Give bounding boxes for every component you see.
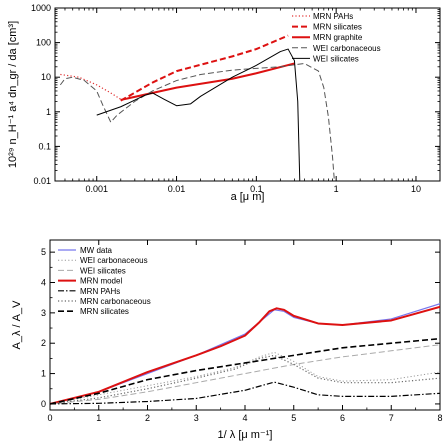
top-panel-size-distribution: 0.001 0.01 0.1 1 10 0.01 0.1 1 10 100 1000 a [μ m] 1… <box>7 3 441 203</box>
series-line-1 <box>50 351 440 405</box>
series-line-0 <box>60 73 122 100</box>
y-tick-label: 5 <box>41 247 46 257</box>
x-tick-label: 6 <box>340 413 345 423</box>
series-line-4 <box>50 381 440 405</box>
y-tick-label: 1000 <box>31 3 51 13</box>
bottom-panel-extinction-curve: 0 1 2 3 4 5 6 7 8 0 1 2 3 4 5 1/ λ [μ m⁻¹] A_λ / A_V MW d… <box>11 239 443 441</box>
y-tick-label: 4 <box>41 278 46 288</box>
legend-entry: WEI carbonaceous <box>80 256 148 265</box>
y-axis-label: 10²⁹ n_H⁻¹ a⁴ dn_gr / da [cm³] <box>7 21 19 168</box>
y-tick-label: 3 <box>41 308 46 318</box>
x-tick-label: 10 <box>411 184 421 194</box>
legend-entry: MW data <box>80 246 113 255</box>
x-tick-label: 0.001 <box>85 184 108 194</box>
x-tick-label: 5 <box>291 413 296 423</box>
legend-entry: MRN model <box>80 277 122 286</box>
y-tick-label: 0 <box>41 399 46 409</box>
series-line-2 <box>50 344 440 405</box>
legend-entry: MRN PAHs <box>80 287 120 296</box>
legend-entry: MRN carbonaceous <box>80 297 151 306</box>
series-line-4 <box>96 48 301 181</box>
legend-entry: WEI silicates <box>80 266 126 275</box>
series-line-2 <box>120 62 295 101</box>
legend-entry: MRN silicates <box>80 307 129 316</box>
x-tick-label: 1 <box>334 184 339 194</box>
series-line-1 <box>120 34 289 102</box>
x-tick-label: 8 <box>437 413 442 423</box>
y-tick-label: 0.01 <box>33 176 51 186</box>
series-line-3 <box>59 62 335 181</box>
y-tick-label: 2 <box>41 338 46 348</box>
legend-entry: MRN silicates <box>313 23 362 32</box>
y-tick-label: 10 <box>41 72 51 82</box>
x-tick-label: 0.01 <box>168 184 186 194</box>
x-tick-label: 7 <box>389 413 394 423</box>
y-axis-label: A_λ / A_V <box>11 300 23 350</box>
x-tick-label: 4 <box>242 413 247 423</box>
x-tick-label: 2 <box>145 413 150 423</box>
x-tick-label: 0 <box>47 413 52 423</box>
x-axis-label: 1/ λ [μ m⁻¹] <box>218 429 273 441</box>
legend-entry: MRN PAHs <box>313 12 353 21</box>
y-tick-label: 1 <box>46 107 51 117</box>
series-line-3 <box>50 305 440 405</box>
x-tick-label: 3 <box>194 413 199 423</box>
legend-entry: MRN graphite <box>313 33 363 42</box>
legend-entry: WEI silicates <box>313 54 359 63</box>
y-tick-label: 100 <box>36 38 51 48</box>
y-tick-label: 0.1 <box>38 141 51 151</box>
x-tick-label: 0.1 <box>250 184 263 194</box>
series-line-6 <box>50 337 440 405</box>
legend-entry: WEI carbonaceous <box>313 44 381 53</box>
x-axis-label: a [μ m] <box>231 191 265 203</box>
plot-frame <box>54 7 441 182</box>
x-tick-label: 1 <box>96 413 101 423</box>
y-tick-label: 1 <box>41 369 46 379</box>
